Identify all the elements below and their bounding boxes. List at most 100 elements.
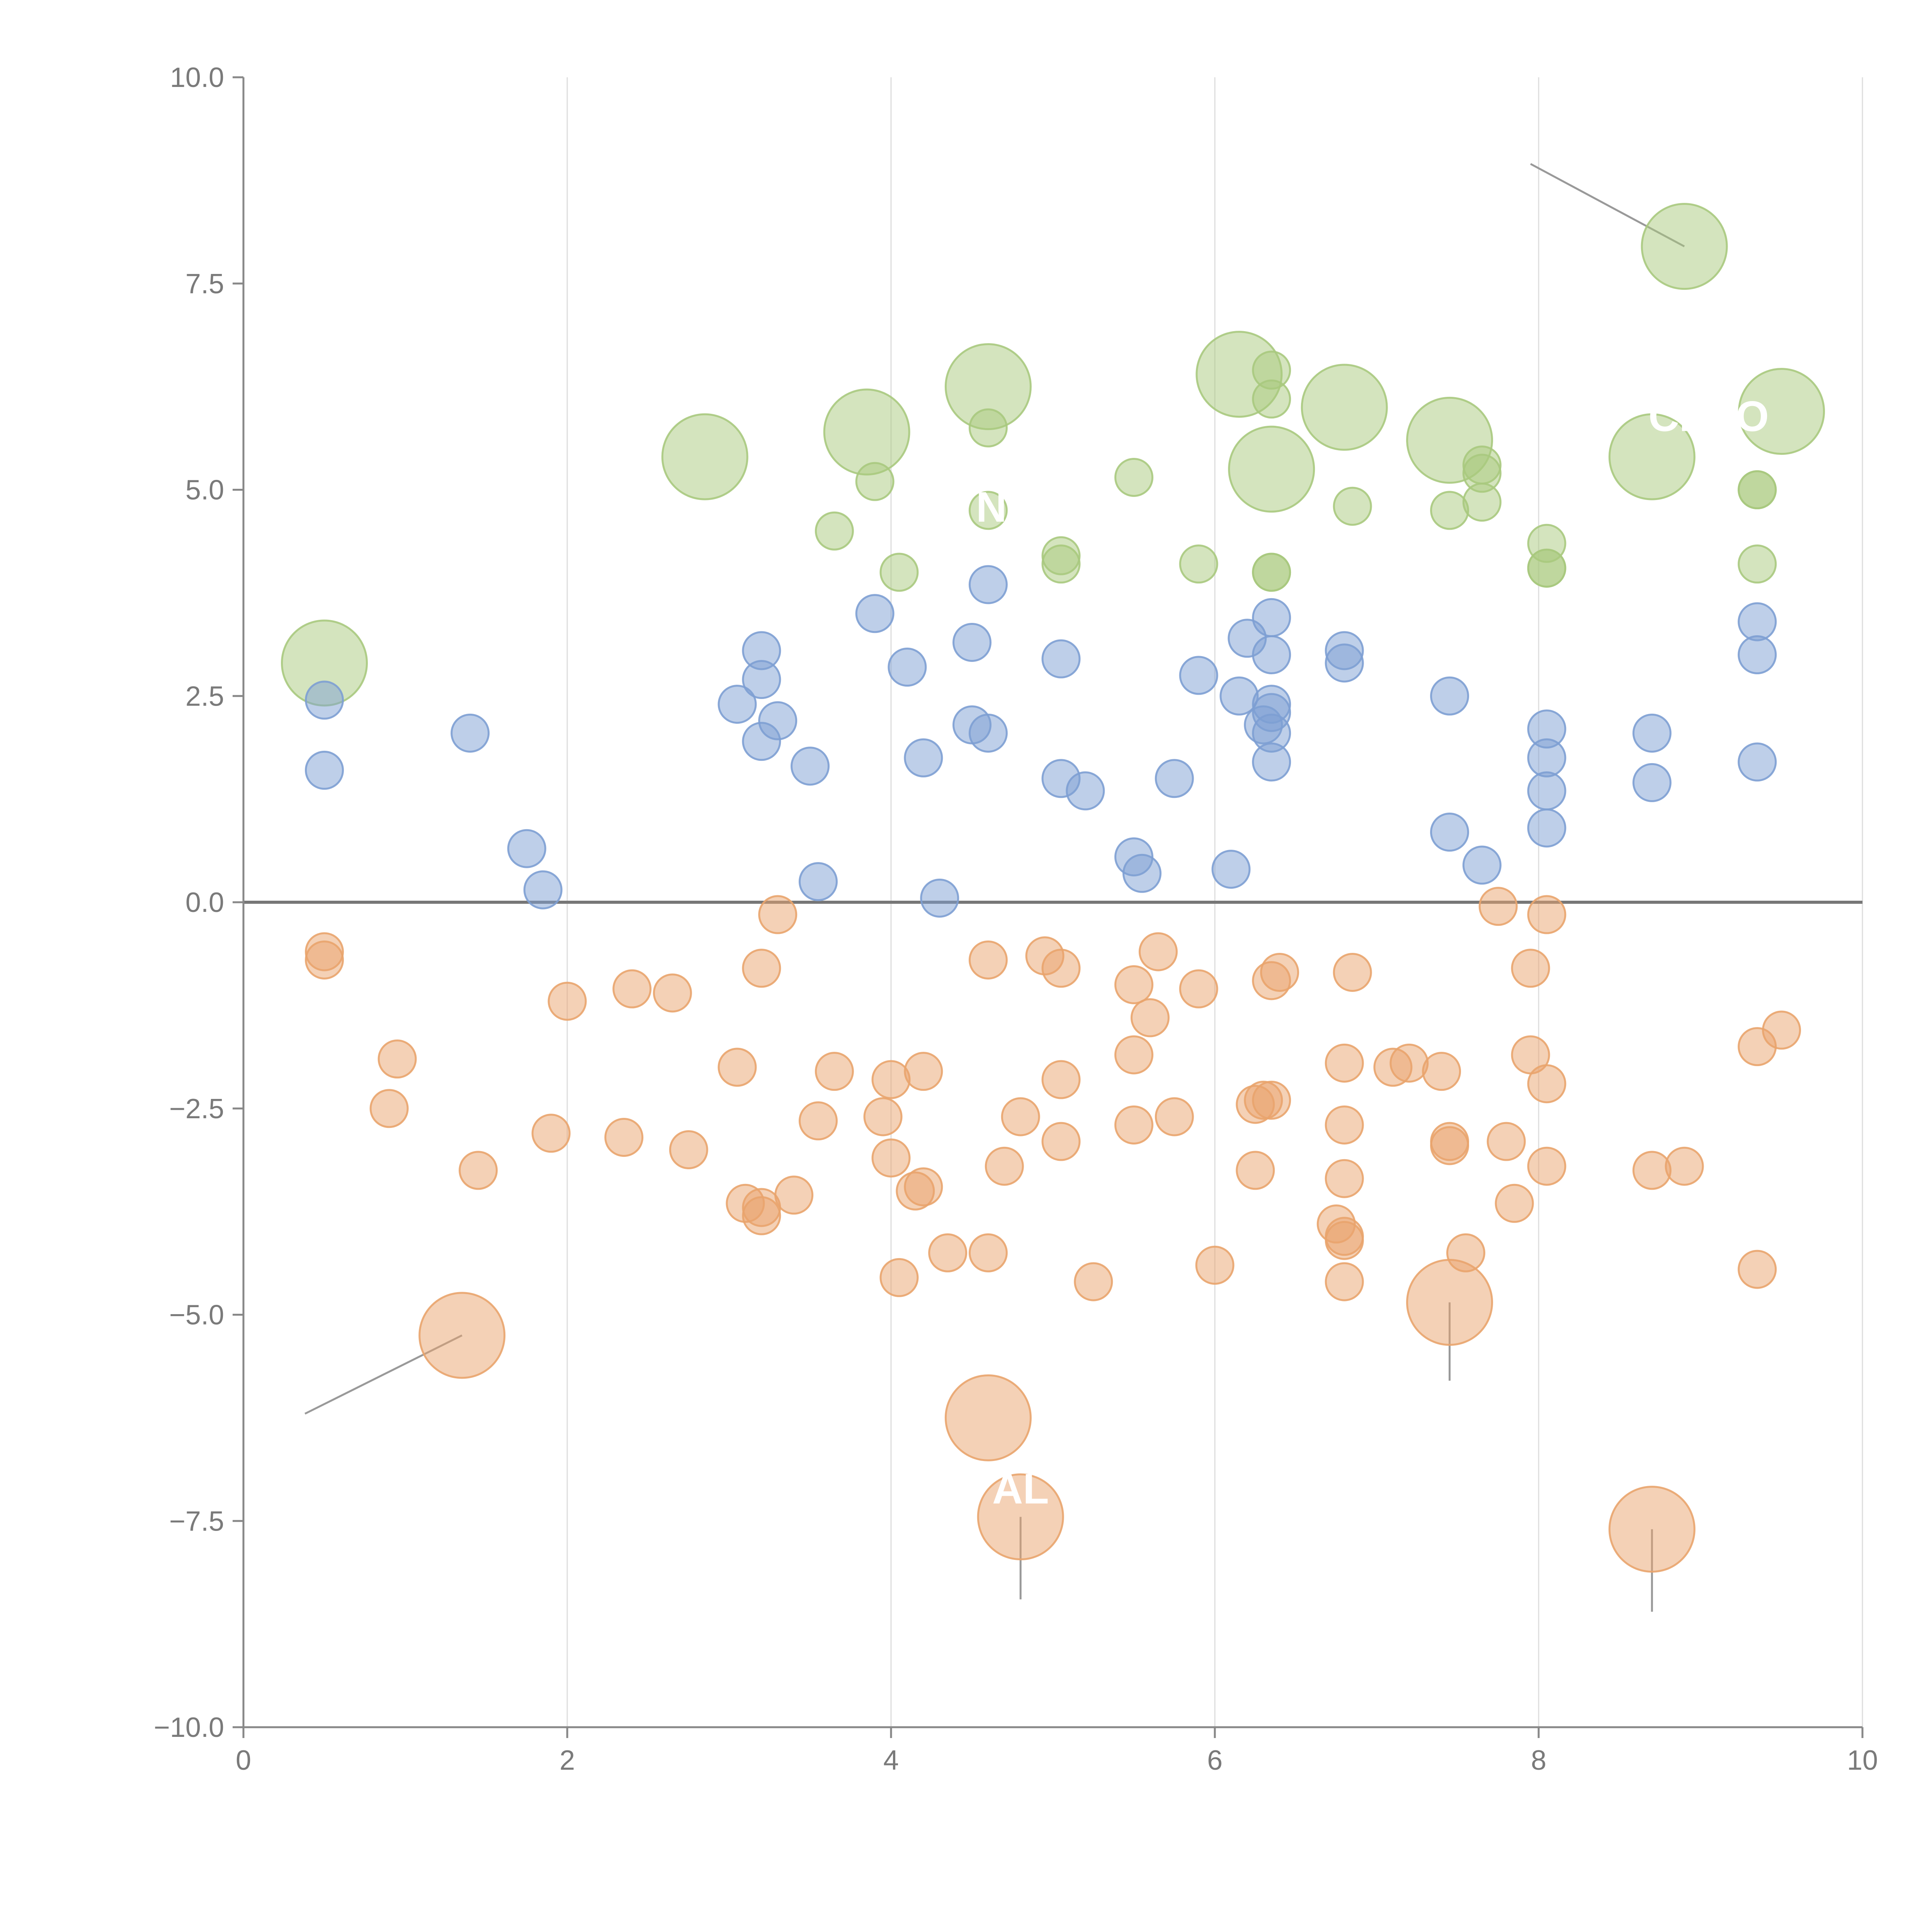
orange-point [1665, 1146, 1704, 1186]
orange-point [378, 1039, 417, 1079]
orange-point [1236, 1151, 1275, 1190]
x-tick-label: 2 [560, 1745, 575, 1776]
y-tick-label: 5.0 [185, 475, 224, 506]
orange-point [742, 1196, 781, 1235]
orange-point [1001, 1097, 1040, 1136]
annotation-labels: CLAO N AL [976, 393, 1769, 1513]
orange-point [1478, 887, 1518, 926]
green-point [879, 553, 919, 592]
blue-point [1252, 635, 1291, 674]
blue-point [1430, 813, 1469, 852]
orange-point [1446, 1233, 1485, 1272]
orange-point [1114, 1105, 1153, 1145]
orange-point [985, 1146, 1024, 1186]
orange-point [1527, 1064, 1566, 1104]
orange-point [815, 1052, 854, 1091]
green-point [1527, 548, 1566, 588]
blue-point [1252, 598, 1291, 637]
blue-point [507, 829, 546, 868]
blue-point [1738, 742, 1777, 782]
green-point [1041, 536, 1081, 575]
green-point [1301, 364, 1388, 451]
green-point [1228, 425, 1315, 513]
blue-point [1252, 742, 1291, 782]
green-point [1333, 486, 1372, 526]
blue-point [1527, 771, 1566, 811]
y-tick-label: −10.0 [154, 1712, 224, 1743]
green-point [1738, 544, 1777, 584]
orange-point [1260, 952, 1299, 992]
orange-point [1041, 1122, 1081, 1161]
green-point [968, 491, 1008, 530]
blue-point [523, 870, 563, 910]
orange-point [1422, 1052, 1461, 1091]
green-point [1738, 470, 1777, 509]
blue-point [904, 738, 943, 777]
x-tick-label: 10 [1847, 1745, 1878, 1776]
orange-point [305, 940, 344, 980]
orange-point [418, 1292, 506, 1379]
orange-point [653, 973, 692, 1013]
orange-point [928, 1233, 968, 1272]
green-point [1641, 203, 1728, 290]
green-point [1462, 483, 1502, 522]
orange-point [1041, 949, 1081, 988]
blue-point [1430, 676, 1469, 716]
blue-point [1527, 738, 1566, 777]
orange-point [904, 1052, 943, 1091]
orange-point [1114, 965, 1153, 1004]
blue-point [968, 713, 1008, 753]
blue-point [920, 878, 959, 918]
orange-point [531, 1114, 571, 1153]
blue-point [1738, 602, 1777, 641]
blue-point [1211, 850, 1251, 889]
orange-point [944, 1374, 1032, 1461]
orange-point [1511, 949, 1550, 988]
orange-point [977, 1473, 1064, 1561]
blue-point [888, 648, 927, 687]
y-tick-label: −5.0 [169, 1300, 224, 1331]
orange-point [1486, 1122, 1526, 1161]
green-point [1252, 379, 1291, 419]
orange-point [968, 1233, 1008, 1272]
orange-point [863, 1097, 903, 1136]
green-point [1430, 491, 1469, 530]
blue-point [742, 660, 781, 699]
blue-point [1738, 635, 1777, 674]
orange-point [1389, 1043, 1429, 1083]
green-point [823, 388, 910, 476]
orange-point [1632, 1151, 1672, 1190]
orange-point [879, 1258, 919, 1297]
orange-point [612, 969, 652, 1009]
orange-point [1195, 1245, 1235, 1285]
green-point [815, 511, 854, 551]
green-point [1114, 457, 1153, 497]
blue-point [305, 680, 344, 720]
orange-point [1325, 1043, 1364, 1083]
orange-point [1074, 1262, 1113, 1301]
green-point [1179, 544, 1218, 584]
orange-point [1114, 1035, 1153, 1075]
orange-point [1325, 1105, 1364, 1145]
green-point [661, 413, 748, 500]
orange-point [968, 940, 1008, 980]
blue-point [305, 750, 344, 790]
orange-point [1430, 1126, 1469, 1165]
orange-point [742, 949, 781, 988]
green-point [968, 408, 1008, 447]
blue-point [1155, 759, 1194, 798]
orange-point [1738, 1250, 1777, 1289]
annotation-label: AL [992, 1465, 1049, 1513]
orange-point [459, 1151, 498, 1190]
orange-point [1527, 1146, 1566, 1186]
annotation-label: CLAO [1648, 393, 1769, 440]
orange-point [1325, 1262, 1364, 1301]
y-tick-label: 0.0 [185, 887, 224, 918]
x-tick-label: 0 [236, 1745, 251, 1776]
green-point [1738, 368, 1825, 455]
blue-point [1325, 643, 1364, 683]
orange-point [1495, 1184, 1534, 1223]
y-tick-label: 10.0 [170, 62, 224, 93]
orange-point [1041, 1060, 1081, 1099]
